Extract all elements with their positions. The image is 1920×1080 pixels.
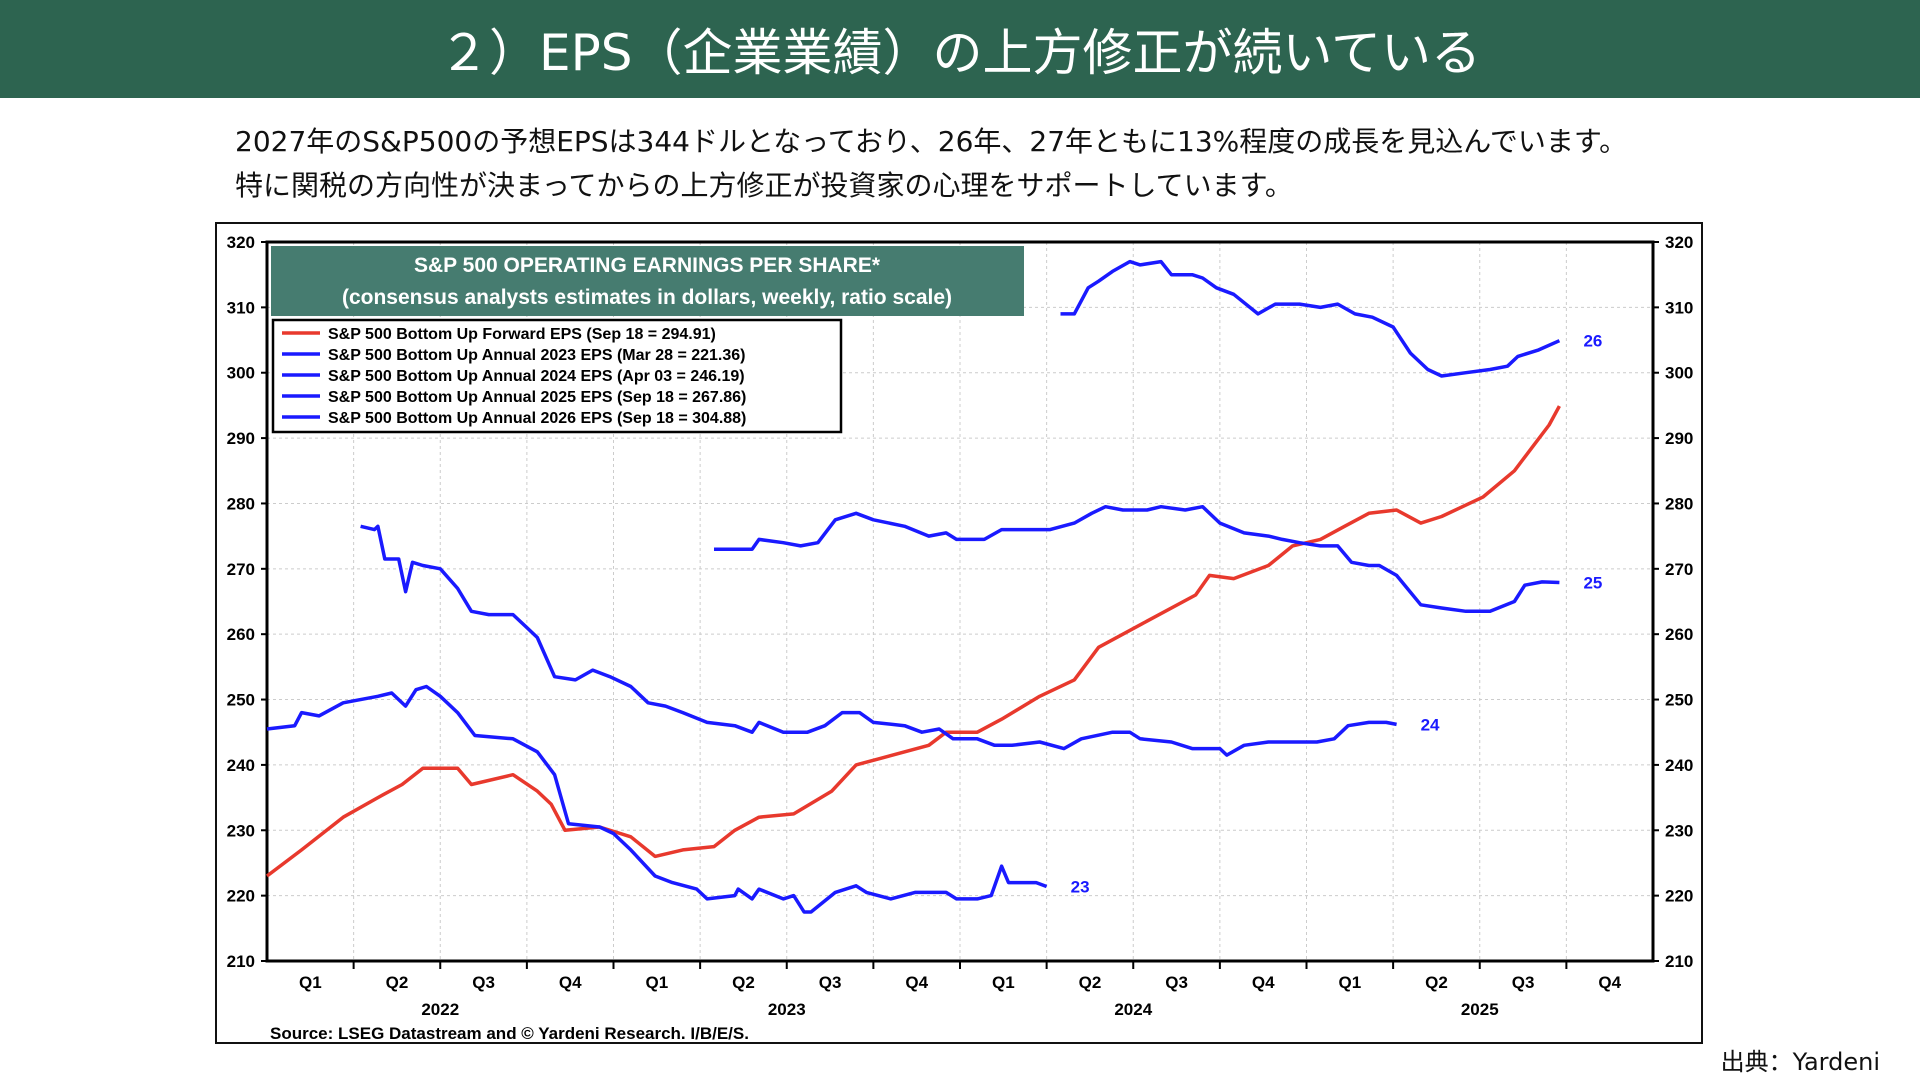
x-quarter-label: Q3 [819, 973, 842, 992]
y-tick-label-right: 310 [1665, 298, 1693, 317]
x-quarter-label: Q4 [905, 973, 928, 992]
x-year-label: 2025 [1461, 1000, 1499, 1019]
y-tick-label-right: 230 [1665, 821, 1693, 840]
x-quarter-label: Q3 [472, 973, 495, 992]
x-quarter-label: Q4 [559, 973, 582, 992]
y-tick-label-right: 300 [1665, 364, 1693, 383]
x-year-label: 2022 [421, 1000, 459, 1019]
series-line-4 [1060, 259, 1561, 378]
y-tick-label-right: 260 [1665, 625, 1693, 644]
x-quarter-label: Q2 [1425, 973, 1448, 992]
y-tick-label-left: 220 [227, 887, 255, 906]
chart-title-box [271, 246, 1024, 316]
x-quarter-label: Q2 [386, 973, 409, 992]
x-quarter-label: Q3 [1512, 973, 1535, 992]
series-line-3 [714, 504, 1560, 614]
y-tick-label-left: 230 [227, 821, 255, 840]
series-end-label: 23 [1071, 877, 1090, 896]
series-line-0 [265, 405, 1561, 878]
y-tick-label-left: 300 [227, 364, 255, 383]
x-year-label: 2024 [1114, 1000, 1152, 1019]
series-end-label: 24 [1421, 715, 1440, 734]
page-title-text: ２）EPS（企業業績）の上方修正が続いている [439, 24, 1481, 82]
y-tick-label-right: 320 [1665, 233, 1693, 252]
y-tick-label-right: 240 [1665, 756, 1693, 775]
x-quarter-label: Q1 [645, 973, 668, 992]
chart-source: Source: LSEG Datastream and © Yardeni Re… [270, 1024, 749, 1043]
chart-frame [215, 222, 1703, 1044]
y-tick-label-right: 220 [1665, 887, 1693, 906]
x-quarter-label: Q1 [299, 973, 322, 992]
y-tick-label-left: 240 [227, 756, 255, 775]
x-quarter-label: Q4 [1598, 973, 1621, 992]
legend-item: S&P 500 Bottom Up Annual 2025 EPS (Sep 1… [328, 389, 746, 406]
description-line-1: 2027年のS&P500の予想EPSは344ドルとなっており、26年、27年とも… [235, 125, 1628, 158]
x-year-label: 2023 [768, 1000, 806, 1019]
x-quarter-label: Q2 [732, 973, 755, 992]
x-quarter-label: Q1 [1338, 973, 1361, 992]
y-tick-label-left: 320 [227, 233, 255, 252]
x-quarter-label: Q3 [1165, 973, 1188, 992]
y-tick-label-left: 270 [227, 560, 255, 579]
legend-box [271, 318, 843, 434]
series-line-2 [360, 524, 1397, 757]
description-line-2: 特に関税の方向性が決まってからの上方修正が投資家の心理をサポートしています。 [235, 169, 1293, 202]
x-quarter-label: Q4 [1252, 973, 1275, 992]
y-tick-label-left: 260 [227, 625, 255, 644]
y-tick-label-right: 270 [1665, 560, 1693, 579]
series-line-1 [266, 684, 1048, 914]
y-tick-label-right: 280 [1665, 494, 1693, 513]
x-quarter-label: Q2 [1079, 973, 1102, 992]
y-tick-label-left: 280 [227, 494, 255, 513]
y-tick-label-left: 210 [227, 952, 255, 971]
series-end-label: 26 [1583, 332, 1602, 351]
source-credit: 出典：Yardeni [1720, 1048, 1880, 1076]
chart-subtitle: (consensus analysts estimates in dollars… [342, 286, 952, 309]
legend-item: S&P 500 Bottom Up Forward EPS (Sep 18 = … [328, 326, 716, 343]
legend-item: S&P 500 Bottom Up Annual 2024 EPS (Apr 0… [328, 368, 745, 385]
plot-area [265, 240, 1655, 963]
y-tick-label-left: 250 [227, 691, 255, 710]
y-tick-label-left: 290 [227, 429, 255, 448]
legend-item: S&P 500 Bottom Up Annual 2023 EPS (Mar 2… [328, 347, 746, 364]
legend-item: S&P 500 Bottom Up Annual 2026 EPS (Sep 1… [328, 410, 746, 427]
chart-title: S&P 500 OPERATING EARNINGS PER SHARE* [414, 254, 881, 277]
page-title: ２）EPS（企業業績）の上方修正が続いている [0, 0, 1920, 98]
y-tick-label-right: 250 [1665, 691, 1693, 710]
x-quarter-label: Q1 [992, 973, 1015, 992]
series-end-label: 25 [1583, 574, 1602, 593]
description: 2027年のS&P500の予想EPSは344ドルとなっており、26年、27年とも… [235, 120, 1627, 208]
y-tick-label-right: 290 [1665, 429, 1693, 448]
y-tick-label-left: 310 [227, 298, 255, 317]
y-tick-label-right: 210 [1665, 952, 1693, 971]
